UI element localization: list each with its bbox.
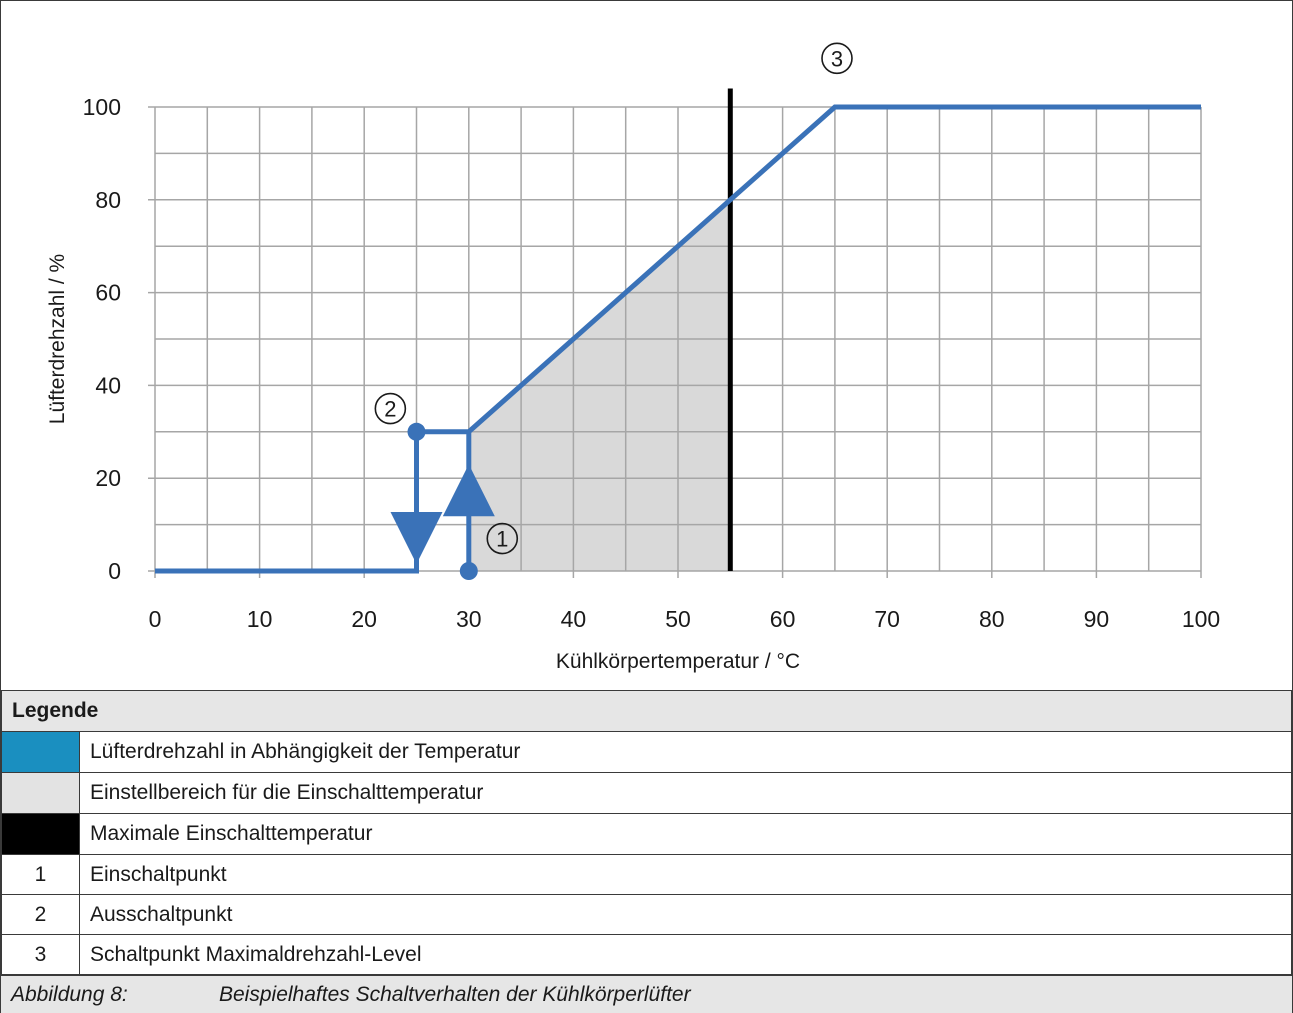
- caption-number: Abbildung 8:: [11, 983, 128, 1006]
- x-tick-label: 10: [247, 606, 273, 632]
- legend-row: 2 Ausschaltpunkt: [1, 894, 1292, 935]
- x-tick-label: 30: [456, 606, 482, 632]
- legend-key: [1, 731, 80, 773]
- x-axis-title: Kühlkörpertemperatur / °C: [556, 650, 800, 673]
- marker-label-circle: [821, 42, 853, 75]
- legend-title: Legende: [1, 690, 1292, 732]
- y-tick-label: 100: [83, 94, 121, 120]
- legend-text: Einstellbereich für die Einschalttempera…: [79, 772, 1292, 814]
- legend-key: 3: [1, 934, 80, 975]
- legend-swatch-fan-speed: [2, 732, 79, 772]
- y-tick-label: 60: [95, 280, 121, 306]
- legend-row: Lüfterdrehzahl in Abhängigkeit der Tempe…: [1, 731, 1292, 773]
- y-tick-label: 40: [95, 372, 121, 398]
- x-tick-label: 0: [149, 606, 162, 632]
- legend-row: 1 Einschaltpunkt: [1, 854, 1292, 895]
- legend-table: Legende Lüfterdrehzahl in Abhängigkeit d…: [1, 690, 1292, 975]
- y-axis-title: Lüfterdrehzahl / %: [46, 254, 69, 424]
- marker-label: 3: [831, 46, 843, 71]
- legend-text: Lüfterdrehzahl in Abhängigkeit der Tempe…: [79, 731, 1292, 773]
- legend-row: Maximale Einschalttemperatur: [1, 813, 1292, 855]
- legend-swatch-max-temp: [2, 814, 79, 854]
- y-tick-label: 80: [95, 187, 121, 213]
- marker-label: 1: [496, 527, 508, 552]
- marker-label-circle: [374, 392, 407, 425]
- direction-arrow: [390, 512, 443, 565]
- legend-header-row: Legende: [1, 690, 1292, 732]
- fan-speed-chart: 0 10 20 30 40 50 60 70 80 90 100 0 20 40 60 80 100 Kühlkö…: [46, 42, 1220, 673]
- marker-label-circle: [486, 522, 519, 555]
- x-tick-label: 40: [561, 606, 587, 632]
- legend-text: Maximale Einschalttemperatur: [79, 813, 1292, 855]
- legend-row: 3 Schaltpunkt Maximaldrehzahl-Level: [1, 934, 1292, 975]
- legend-text: Ausschaltpunkt: [79, 894, 1292, 935]
- direction-arrow: [442, 464, 495, 517]
- legend-row: Einstellbereich für die Einschalttempera…: [1, 772, 1292, 814]
- switch-point-marker: [407, 422, 426, 441]
- caption-text: Beispielhaftes Schaltverhalten der Kühlk…: [219, 983, 691, 1006]
- x-tick-label: 60: [770, 606, 796, 632]
- x-tick-label: 90: [1084, 606, 1110, 632]
- y-tick-label: 0: [108, 558, 121, 584]
- x-tick-label: 50: [665, 606, 691, 632]
- x-tick-label: 100: [1182, 606, 1220, 632]
- y-tick-label: 20: [95, 465, 121, 491]
- figure-caption: Abbildung 8: Beispielhaftes Schaltverhal…: [1, 975, 1292, 1013]
- marker-label: 2: [384, 397, 396, 422]
- legend-text: Einschaltpunkt: [79, 854, 1292, 895]
- chart-area: 0 10 20 30 40 50 60 70 80 90 100 0 20 40 60 80 100 Kühlkö…: [1, 1, 1292, 690]
- legend-key: [1, 813, 80, 855]
- switch-point-marker: [459, 562, 478, 580]
- x-tick-label: 20: [351, 606, 377, 632]
- legend-key: [1, 772, 80, 814]
- legend-text: Schaltpunkt Maximaldrehzahl-Level: [79, 934, 1292, 975]
- x-tick-label: 70: [874, 606, 900, 632]
- x-tick-label: 80: [979, 606, 1005, 632]
- legend-swatch-setting-range: [2, 773, 79, 813]
- legend-key: 1: [1, 854, 80, 895]
- legend-key: 2: [1, 894, 80, 935]
